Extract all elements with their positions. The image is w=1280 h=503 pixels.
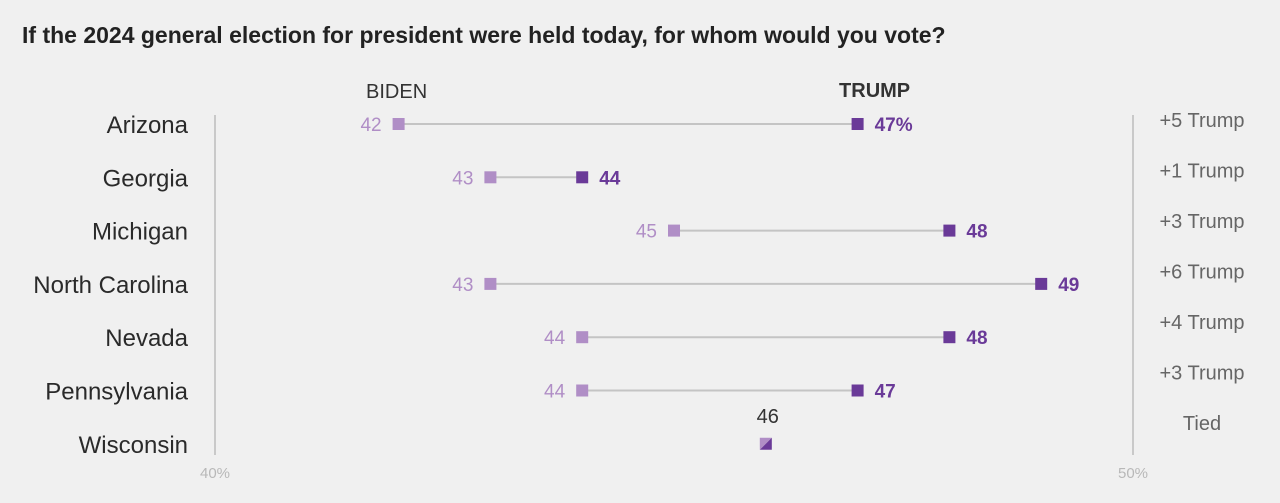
margin-label: +4 Trump [1159, 312, 1244, 334]
state-label: Nevada [105, 325, 188, 352]
state-label: Michigan [92, 219, 188, 246]
series-header-trump: TRUMP [839, 80, 910, 102]
biden-value-label: 45 [636, 222, 657, 243]
trump-point [943, 224, 956, 237]
biden-value-label: 43 [452, 275, 473, 296]
trump-point [576, 171, 589, 184]
trump-point [943, 331, 956, 344]
margin-label: +3 Trump [1159, 363, 1244, 385]
x-tick-label: 40% [200, 465, 230, 482]
trump-value-label: 49 [1058, 275, 1079, 296]
trump-point [851, 118, 864, 130]
state-label: North Carolina [33, 272, 188, 299]
series-header-biden: BIDEN [366, 81, 427, 103]
chart-title: If the 2024 general election for preside… [22, 22, 946, 48]
state-label: Wisconsin [79, 432, 188, 459]
state-label: Arizona [107, 112, 189, 139]
margin-label: +3 Trump [1159, 211, 1244, 233]
biden-point [484, 171, 497, 184]
state-label: Pennsylvania [45, 379, 188, 406]
state-label: Georgia [103, 165, 189, 192]
trump-point [1035, 277, 1048, 290]
biden-point [576, 384, 589, 397]
tie-value-label: 46 [757, 406, 779, 428]
biden-point [484, 277, 497, 290]
biden-value-label: 44 [544, 328, 566, 349]
biden-value-label: 43 [452, 168, 473, 189]
trump-value-label: 48 [966, 222, 987, 243]
biden-point [392, 118, 405, 130]
biden-value-label: 42 [360, 115, 381, 136]
margin-label: Tied [1183, 413, 1221, 435]
margin-label: +6 Trump [1159, 262, 1244, 284]
trump-point [851, 384, 864, 397]
trump-value-label: 44 [599, 168, 621, 189]
margin-label: +1 Trump [1159, 161, 1244, 183]
biden-point [576, 331, 589, 344]
biden-value-label: 44 [544, 382, 566, 403]
biden-point [668, 224, 680, 237]
trump-value-label: 47% [875, 115, 913, 136]
margin-label: +5 Trump [1159, 110, 1244, 132]
trump-point [759, 437, 772, 450]
trump-value-label: 47 [875, 382, 896, 403]
x-tick-label: 50% [1118, 465, 1148, 482]
trump-value-label: 48 [966, 328, 987, 349]
